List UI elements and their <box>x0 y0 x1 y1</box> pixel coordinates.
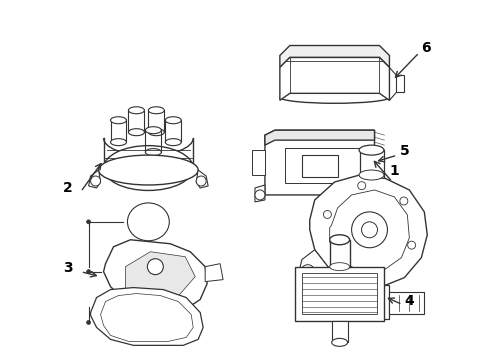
Ellipse shape <box>111 139 126 146</box>
Polygon shape <box>100 293 193 341</box>
Ellipse shape <box>128 107 145 114</box>
Polygon shape <box>330 240 349 267</box>
Text: 2: 2 <box>63 181 73 195</box>
Polygon shape <box>265 130 374 145</box>
Circle shape <box>134 208 162 236</box>
Bar <box>295 267 385 321</box>
Polygon shape <box>390 292 424 315</box>
Polygon shape <box>365 185 385 205</box>
Polygon shape <box>103 240 207 311</box>
Circle shape <box>373 270 381 278</box>
Circle shape <box>91 176 100 186</box>
Circle shape <box>358 182 366 190</box>
Circle shape <box>144 217 153 227</box>
Ellipse shape <box>111 117 126 124</box>
Polygon shape <box>310 175 427 288</box>
Circle shape <box>130 204 166 240</box>
Circle shape <box>372 195 383 205</box>
Polygon shape <box>360 150 385 178</box>
Circle shape <box>196 176 206 186</box>
Circle shape <box>301 265 315 279</box>
Ellipse shape <box>146 149 161 156</box>
Circle shape <box>400 197 408 205</box>
Text: 5: 5 <box>399 144 409 158</box>
Text: 1: 1 <box>390 164 399 178</box>
Bar <box>252 150 265 175</box>
Text: 3: 3 <box>63 261 73 275</box>
Ellipse shape <box>332 338 347 346</box>
Circle shape <box>362 222 377 238</box>
Circle shape <box>331 255 339 262</box>
Circle shape <box>138 212 158 232</box>
Ellipse shape <box>146 127 161 134</box>
Polygon shape <box>330 190 409 272</box>
Bar <box>302 155 338 177</box>
Ellipse shape <box>330 235 349 245</box>
Circle shape <box>87 320 91 324</box>
Polygon shape <box>265 130 374 195</box>
Circle shape <box>323 211 331 219</box>
Circle shape <box>352 212 388 248</box>
Polygon shape <box>298 250 332 282</box>
Ellipse shape <box>127 203 169 241</box>
Ellipse shape <box>148 129 164 136</box>
Ellipse shape <box>165 139 181 146</box>
Ellipse shape <box>103 146 193 190</box>
Ellipse shape <box>359 170 384 180</box>
Bar <box>335 289 385 311</box>
Ellipse shape <box>128 129 145 136</box>
Text: 4: 4 <box>404 293 414 307</box>
Polygon shape <box>196 170 208 188</box>
Polygon shape <box>280 45 390 67</box>
Polygon shape <box>205 264 223 282</box>
Ellipse shape <box>359 145 384 155</box>
Ellipse shape <box>148 107 164 114</box>
Bar <box>396 75 404 92</box>
Polygon shape <box>330 285 390 319</box>
Polygon shape <box>255 185 265 202</box>
Ellipse shape <box>98 155 198 185</box>
Bar <box>285 148 365 183</box>
Circle shape <box>87 220 91 224</box>
Bar <box>302 273 377 315</box>
Circle shape <box>255 190 265 200</box>
Polygon shape <box>91 288 203 345</box>
Polygon shape <box>332 321 347 342</box>
Text: 6: 6 <box>421 41 431 55</box>
Ellipse shape <box>165 117 181 124</box>
Polygon shape <box>89 170 100 188</box>
Circle shape <box>147 259 163 275</box>
Circle shape <box>87 270 91 274</box>
Circle shape <box>408 241 416 249</box>
Polygon shape <box>280 58 390 100</box>
Polygon shape <box>125 252 195 302</box>
Ellipse shape <box>330 263 349 271</box>
Circle shape <box>142 215 155 229</box>
